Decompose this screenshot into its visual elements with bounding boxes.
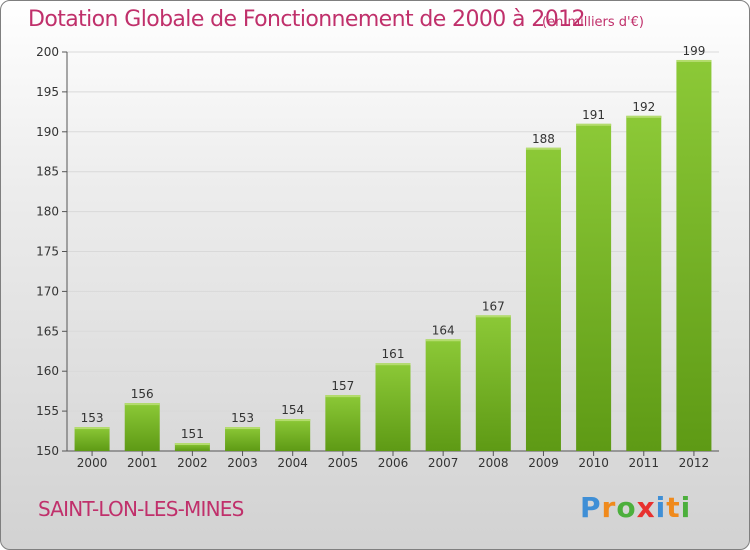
y-tick-label: 195 <box>36 85 59 99</box>
x-tick-label: 2007 <box>428 456 459 470</box>
logo-letter: r <box>601 491 617 524</box>
logo-letter: i <box>680 491 692 524</box>
bar-value-label: 154 <box>281 403 304 417</box>
x-tick-label: 2001 <box>127 456 158 470</box>
logo-letter: i <box>655 491 667 524</box>
bar-value-label: 199 <box>682 44 705 58</box>
bar-value-label: 151 <box>181 427 204 441</box>
bar <box>375 363 411 451</box>
bar-value-label: 161 <box>382 347 405 361</box>
y-tick-label: 165 <box>36 324 59 338</box>
x-tick-label: 2011 <box>628 456 659 470</box>
bar-value-label: 188 <box>532 132 555 146</box>
bar <box>74 427 110 451</box>
y-tick-label: 170 <box>36 284 59 298</box>
bar-highlight <box>225 427 261 430</box>
bar-highlight <box>375 363 411 366</box>
x-tick-label: 2009 <box>528 456 559 470</box>
bar-highlight <box>124 403 160 406</box>
y-tick-label: 180 <box>36 205 59 219</box>
bar <box>525 147 561 451</box>
bar-highlight <box>626 115 662 118</box>
y-tick-label: 175 <box>36 245 59 259</box>
chart-title: Dotation Globale de Fonctionnement de 20… <box>28 7 586 32</box>
commune-name: SAINT-LON-LES-MINES <box>38 497 244 521</box>
bar-highlight <box>576 123 612 126</box>
logo-letter: o <box>616 491 637 524</box>
x-tick-label: 2004 <box>277 456 308 470</box>
bar-value-label: 191 <box>582 108 605 122</box>
bar <box>425 339 461 451</box>
x-tick-label: 2002 <box>177 456 208 470</box>
bar-value-label: 167 <box>482 299 505 313</box>
bar-highlight <box>525 147 561 150</box>
logo-letter: t <box>666 491 681 524</box>
bar <box>576 123 612 451</box>
y-tick-label: 190 <box>36 125 59 139</box>
labels: 150 155 160 165 170 175 180 185 190 195 200 153 2000… <box>36 44 709 470</box>
y-tick-label: 185 <box>36 165 59 179</box>
y-tick-label: 200 <box>36 45 59 59</box>
bar-highlight <box>74 427 110 430</box>
bar-value-label: 156 <box>131 387 154 401</box>
bar-value-label: 164 <box>432 323 455 337</box>
bars <box>74 59 712 451</box>
bar-highlight <box>275 419 311 422</box>
bar <box>325 395 361 451</box>
x-tick-label: 2008 <box>478 456 509 470</box>
bar <box>174 443 210 451</box>
bar <box>475 315 511 451</box>
proxiti-logo: Proxiti <box>580 491 691 524</box>
bar <box>225 427 261 451</box>
bar <box>626 115 662 451</box>
gridlines <box>67 51 719 412</box>
bar-highlight <box>325 395 361 398</box>
bar <box>676 59 712 451</box>
bar-value-label: 157 <box>331 379 354 393</box>
bar-value-label: 153 <box>81 411 104 425</box>
x-tick-label: 2012 <box>679 456 710 470</box>
bar-highlight <box>425 339 461 342</box>
bar-highlight <box>174 443 210 446</box>
logo-letter: P <box>580 491 602 524</box>
x-tick-label: 2003 <box>227 456 258 470</box>
x-tick-label: 2000 <box>77 456 108 470</box>
x-tick-label: 2005 <box>328 456 359 470</box>
y-tick-label: 155 <box>36 404 59 418</box>
x-tick-label: 2010 <box>578 456 609 470</box>
x-tick-label: 2006 <box>378 456 409 470</box>
bar-value-label: 153 <box>231 411 254 425</box>
y-tick-label: 160 <box>36 364 59 378</box>
bar-value-label: 192 <box>632 100 655 114</box>
chart-unit: (en milliers d'€) <box>542 15 644 30</box>
bar <box>124 403 160 451</box>
logo-letter: x <box>636 491 656 524</box>
bar-highlight <box>475 315 511 318</box>
bar-highlight <box>676 59 712 62</box>
bar <box>275 419 311 451</box>
y-tick-label: 150 <box>36 444 59 458</box>
